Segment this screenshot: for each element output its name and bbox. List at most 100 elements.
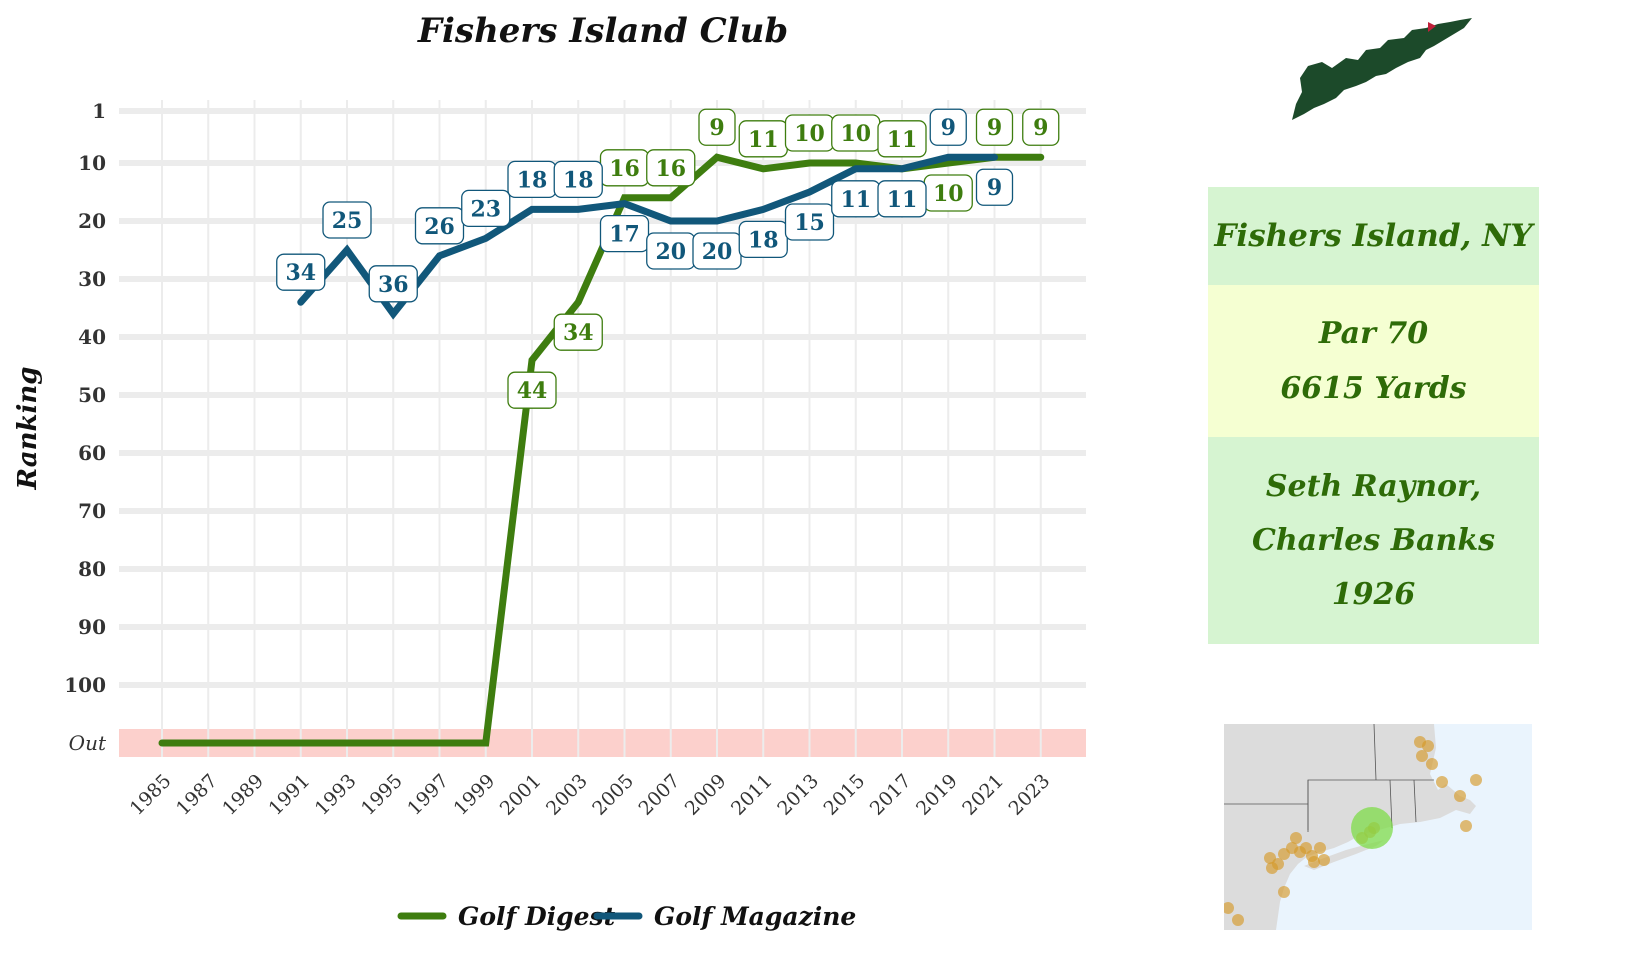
architect-2-text: Charles Banks xyxy=(1251,522,1496,558)
data-label-box xyxy=(975,108,1014,146)
data-label: 11 xyxy=(831,180,881,218)
data-label: 9 xyxy=(698,108,736,146)
data-label: 18 xyxy=(553,160,603,199)
data-label: 9 xyxy=(1022,108,1060,146)
data-label-text: 17 xyxy=(609,222,640,248)
data-label: 16 xyxy=(599,149,650,187)
y-tick-label: 10 xyxy=(78,151,106,175)
x-tick-label: 1985 xyxy=(126,770,176,820)
data-label-text: 25 xyxy=(332,208,363,234)
data-label: 9 xyxy=(975,168,1014,206)
x-tick-label: 2011 xyxy=(727,770,777,820)
map-course-dot xyxy=(1422,740,1434,752)
data-label-box xyxy=(414,207,465,245)
architect-1-text: Seth Raynor, xyxy=(1265,468,1482,504)
data-label-text: 26 xyxy=(424,214,455,240)
data-label-box xyxy=(975,168,1014,206)
x-tick-label: 2009 xyxy=(681,770,731,820)
x-tick-label: 2017 xyxy=(866,770,916,820)
data-label-text: 9 xyxy=(987,175,1002,201)
x-tick-label: 2005 xyxy=(588,770,638,820)
map-course-dot xyxy=(1436,776,1448,788)
data-label-text: 18 xyxy=(563,167,594,193)
map-state-borders xyxy=(1224,724,1434,832)
island-silhouette xyxy=(1292,18,1472,120)
data-label: 15 xyxy=(784,203,835,241)
data-label-text: 9 xyxy=(1033,115,1048,141)
x-tick-label: 2001 xyxy=(496,770,546,820)
y-tick-label: 100 xyxy=(64,673,106,697)
architect-block: Seth Raynor, Charles Banks 1926 xyxy=(1208,437,1539,644)
data-label-text: 11 xyxy=(748,127,779,153)
x-tick-label: 2003 xyxy=(542,770,592,820)
data-label-text: 34 xyxy=(285,260,316,286)
location-block: Fishers Island, NY xyxy=(1208,187,1539,285)
map-course-dot xyxy=(1278,886,1290,898)
y-axis-ticks: 1 10 20 30 40 50 60 70 80 90 100 Out xyxy=(64,99,107,755)
data-label-text: 23 xyxy=(470,196,501,222)
data-label-text: 34 xyxy=(563,320,594,346)
data-label-box xyxy=(322,201,372,239)
map-course-dot xyxy=(1272,858,1284,870)
map-course-dot xyxy=(1470,774,1482,786)
data-label-box xyxy=(698,108,736,146)
data-label-text: 20 xyxy=(655,239,686,265)
island-shape xyxy=(1292,18,1472,120)
data-label: 36 xyxy=(368,265,418,303)
data-label: 10 xyxy=(831,114,881,152)
x-tick-label: 2007 xyxy=(635,770,685,820)
data-label-text: 16 xyxy=(609,156,640,182)
data-label: 11 xyxy=(877,120,927,158)
x-axis-ticks: 1985198719891991199319951997199920012003… xyxy=(126,770,1055,820)
y-tick-label: 90 xyxy=(78,615,106,639)
data-label-text: 10 xyxy=(794,121,825,147)
data-label-text: 18 xyxy=(748,227,779,253)
data-label-box xyxy=(461,189,511,228)
data-label: 25 xyxy=(322,201,372,239)
y-tick-label: 60 xyxy=(78,441,106,465)
map-course-dot xyxy=(1278,848,1290,860)
y-tick-label: 80 xyxy=(78,557,106,581)
map-course-dot xyxy=(1416,750,1428,762)
data-label: 20 xyxy=(692,232,742,270)
yards-text: 6615 Yards xyxy=(1280,371,1467,406)
x-tick-label: 1997 xyxy=(403,770,453,820)
data-label-box xyxy=(784,203,835,241)
data-label: 17 xyxy=(599,214,650,253)
data-label-text: 9 xyxy=(941,115,956,141)
data-labels: 44 34 16 16 9 11 10 10 11 10 9 9 34 25 36 26 23 18 18 17 20 2… xyxy=(276,108,1060,409)
data-label-text: 16 xyxy=(655,156,686,182)
data-label: 9 xyxy=(929,108,967,146)
map-course-dot xyxy=(1308,856,1320,868)
data-label-text: 10 xyxy=(933,181,964,207)
y-tick-label: Out xyxy=(69,731,107,755)
map-course-dot xyxy=(1318,854,1330,866)
data-label-text: 20 xyxy=(702,239,733,265)
map-land xyxy=(1224,724,1476,930)
y-tick-label: 20 xyxy=(78,209,106,233)
data-label-text: 11 xyxy=(887,187,918,213)
data-label: 34 xyxy=(553,313,603,351)
data-label-box xyxy=(276,253,326,291)
data-label: 18 xyxy=(738,220,788,259)
data-label-text: 15 xyxy=(794,210,825,236)
data-label: 9 xyxy=(975,108,1014,146)
data-label-box xyxy=(738,220,788,259)
data-label: 11 xyxy=(738,120,788,158)
data-label-text: 9 xyxy=(987,115,1002,141)
data-label-box xyxy=(553,160,603,199)
map-course-dot xyxy=(1454,790,1466,802)
data-label-box xyxy=(877,180,927,218)
data-label-text: 44 xyxy=(517,378,548,404)
data-label-text: 10 xyxy=(840,121,871,147)
data-label: 10 xyxy=(923,174,973,212)
location-text: Fishers Island, NY xyxy=(1214,218,1533,254)
y-tick-label: 70 xyxy=(78,499,106,523)
x-tick-label: 2015 xyxy=(820,770,870,820)
x-tick-label: 1991 xyxy=(265,770,315,820)
map-course-dot xyxy=(1460,820,1472,832)
x-tick-label: 2019 xyxy=(912,770,962,820)
x-tick-label: 1989 xyxy=(218,770,268,820)
x-tick-label: 1993 xyxy=(311,770,361,820)
